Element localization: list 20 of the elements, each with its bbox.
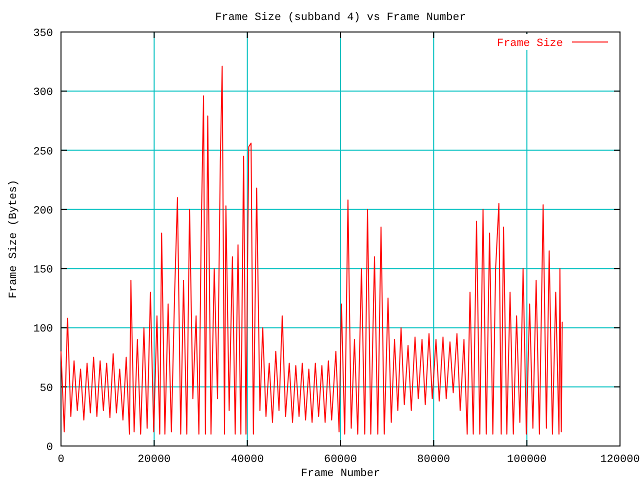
x-tick-label: 120000 [600,454,640,466]
legend-label: Frame Size [496,38,563,50]
x-tick-label: 20000 [138,454,171,466]
x-tick-label: 80000 [417,454,450,466]
y-tick-label: 100 [33,324,53,336]
line-series [60,66,563,435]
y-tick-label: 200 [33,205,53,218]
chart-title: Frame Size (subband 4) vs Frame Number [215,12,466,24]
y-tick-label: 350 [33,28,53,40]
y-tick-label: 0 [46,442,53,454]
x-axis-title: Frame Number [300,468,380,480]
y-axis-title: Frame Size (Bytes) [8,180,20,298]
x-tick-label: 100000 [507,454,547,466]
y-tick-label: 150 [33,264,53,277]
y-tick-label: 250 [33,146,53,158]
x-tick-label: 60000 [324,454,358,466]
x-tick-label: 40000 [230,454,264,466]
y-tick-label: 50 [40,382,53,395]
y-tick-label: 300 [33,87,53,100]
x-tick-label: 0 [58,454,64,466]
